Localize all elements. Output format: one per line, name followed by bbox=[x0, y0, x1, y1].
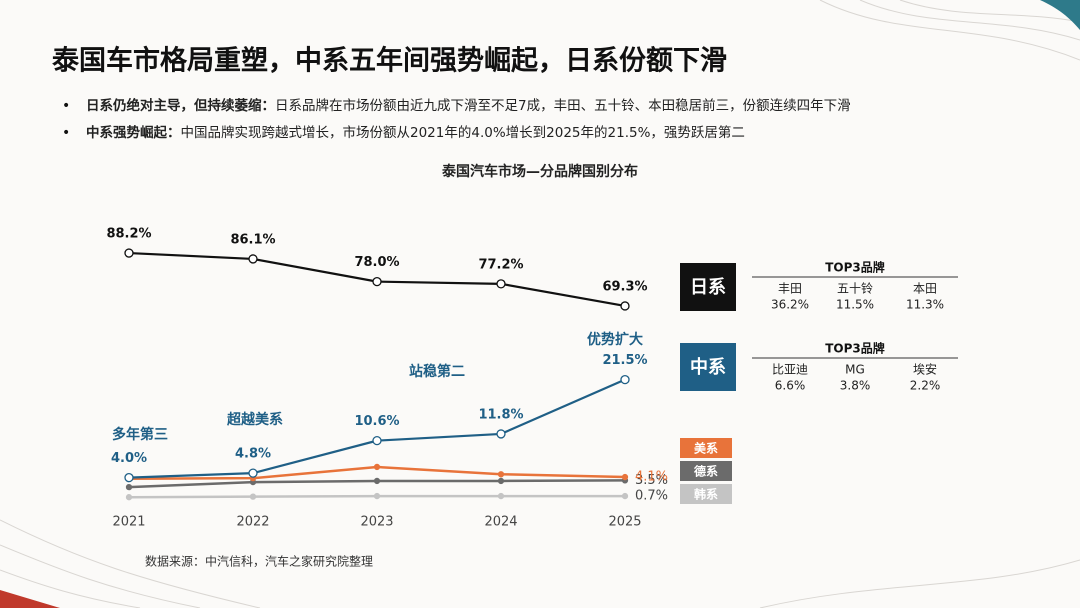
legend-box bbox=[680, 263, 736, 311]
point bbox=[373, 463, 381, 471]
point bbox=[248, 254, 258, 264]
data-label: 4.1% bbox=[635, 470, 668, 485]
panel-brand: 丰田 bbox=[778, 282, 802, 296]
point bbox=[372, 276, 382, 287]
data-label: 21.5% bbox=[602, 353, 647, 368]
panel-heading: TOP3品牌 bbox=[825, 260, 885, 275]
x-tick-label: 2023 bbox=[360, 515, 393, 530]
x-tick-label: 2021 bbox=[112, 515, 145, 530]
legend-label: 日系 bbox=[690, 277, 726, 298]
slide-title: 泰国车市格局重塑，中系五年间强势崛起，日系份额下滑 bbox=[52, 45, 727, 77]
data-label: 11.8% bbox=[478, 407, 523, 422]
chart-title: 泰国汽车市场—分品牌国别分布 bbox=[441, 163, 638, 180]
panel-share: 11.5% bbox=[836, 298, 874, 312]
legend-label: 美系 bbox=[694, 441, 718, 456]
data-label: 4.8% bbox=[235, 447, 271, 462]
legend-label: 中系 bbox=[690, 356, 726, 378]
point bbox=[497, 492, 505, 500]
panel-share: 11.3% bbox=[906, 298, 944, 312]
point bbox=[125, 494, 133, 501]
panel-brand: 五十铃 bbox=[837, 281, 873, 296]
panel-brand: 比亚迪 bbox=[772, 363, 808, 377]
point bbox=[372, 435, 382, 446]
bullets: • 日系仍绝对主导，但持续萎缩：日系品牌在市场份额由近九成下滑至不足7成，丰田、五… bbox=[62, 97, 851, 141]
point bbox=[620, 301, 630, 311]
point bbox=[621, 473, 629, 481]
data-label: 86.1% bbox=[230, 232, 275, 247]
data-label: 78.0% bbox=[354, 255, 399, 270]
data-label: 88.2% bbox=[106, 227, 151, 242]
point bbox=[621, 492, 629, 500]
point bbox=[124, 248, 134, 258]
legend-box bbox=[680, 343, 736, 391]
point bbox=[620, 374, 630, 385]
x-tick-label: 2022 bbox=[236, 515, 269, 530]
bullet: 中系强势崛起：中国品牌实现跨越式增长，市场份额从2021年的4.0%增长到202… bbox=[86, 124, 745, 141]
source: 数据来源：中汽信科，汽车之家研究院整理 bbox=[145, 554, 373, 569]
panel-share: 36.2% bbox=[771, 298, 809, 312]
point bbox=[496, 279, 506, 289]
legend-box bbox=[680, 438, 732, 458]
data-label: 4.0% bbox=[111, 451, 147, 466]
point bbox=[125, 483, 133, 491]
legend-box bbox=[680, 484, 732, 504]
annotation: 优势扩大 bbox=[587, 331, 643, 348]
point bbox=[249, 493, 257, 500]
bullet-text: 日系品牌在市场份额由近九成下滑至不足7成，丰田、五十铃、本田稳居前三，份额连续四… bbox=[275, 97, 851, 114]
panel-share: 2.2% bbox=[910, 379, 941, 393]
legend-label: 德系 bbox=[694, 464, 718, 479]
panel-brand: 本田 bbox=[913, 282, 937, 296]
panel-heading: TOP3品牌 bbox=[825, 341, 885, 356]
annotation: 多年第三 bbox=[112, 426, 168, 443]
panel-share: 3.8% bbox=[840, 379, 871, 393]
bullet-dot: • bbox=[62, 98, 70, 114]
data-label: 10.6% bbox=[354, 414, 399, 429]
bullet: 日系仍绝对主导，但持续萎缩：日系品牌在市场份额由近九成下滑至不足7成，丰田、五十… bbox=[86, 97, 851, 114]
annotation: 超越美系 bbox=[226, 411, 283, 428]
point bbox=[496, 429, 506, 439]
x-tick-label: 2024 bbox=[484, 515, 517, 530]
point bbox=[124, 472, 134, 483]
panel-brand: 埃安 bbox=[913, 362, 937, 377]
annotation: 站稳第二 bbox=[409, 363, 465, 380]
point bbox=[248, 468, 258, 478]
data-label: 0.7% bbox=[635, 489, 668, 504]
data-label: 69.3% bbox=[602, 279, 647, 294]
point bbox=[497, 477, 505, 485]
legend-box bbox=[680, 461, 732, 481]
data-label: 77.2% bbox=[478, 257, 523, 272]
point bbox=[497, 471, 505, 478]
point bbox=[373, 492, 381, 500]
decor-corner bbox=[1040, 0, 1080, 30]
bullet-text: 中国品牌实现跨越式增长，市场份额从2021年的4.0%增长到2025年的21.5… bbox=[181, 124, 745, 141]
point bbox=[373, 477, 381, 485]
bullet-bold: 日系仍绝对主导，但持续萎缩： bbox=[86, 97, 275, 114]
bullet-dot: • bbox=[62, 125, 70, 141]
legend-label: 韩系 bbox=[694, 487, 718, 502]
panel-share: 6.6% bbox=[775, 379, 806, 393]
data-label: 3.5% bbox=[635, 473, 668, 488]
panel-brand: MG bbox=[845, 363, 865, 377]
bullet-bold: 中系强势崛起： bbox=[86, 124, 181, 141]
x-tick-label: 2025 bbox=[608, 515, 641, 530]
decor-corner bbox=[0, 590, 60, 608]
